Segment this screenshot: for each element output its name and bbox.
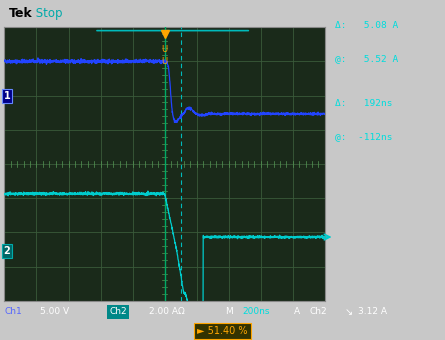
Text: 2: 2	[4, 246, 10, 256]
Text: @:  -112ns: @: -112ns	[335, 132, 392, 141]
Text: Δ:   5.08 A: Δ: 5.08 A	[335, 21, 398, 30]
Text: Ch1: Ch1	[4, 307, 22, 316]
Text: ↘: ↘	[345, 307, 353, 317]
Text: Tek: Tek	[9, 7, 33, 20]
Text: Stop: Stop	[32, 7, 62, 20]
Text: U: U	[162, 46, 168, 54]
Text: Ch2: Ch2	[309, 307, 327, 316]
Text: Δ:   192ns: Δ: 192ns	[335, 99, 392, 108]
Text: 200ns: 200ns	[243, 307, 270, 316]
Text: 1: 1	[4, 91, 10, 101]
Text: ► 51.40 %: ► 51.40 %	[197, 326, 248, 336]
Text: @:   5.52 A: @: 5.52 A	[335, 54, 398, 63]
Text: A: A	[294, 307, 300, 316]
Text: 5.00 V: 5.00 V	[40, 307, 69, 316]
Text: Ch2: Ch2	[109, 307, 127, 316]
Text: 2.00 AΩ: 2.00 AΩ	[149, 307, 185, 316]
Text: U: U	[162, 57, 168, 66]
Text: M: M	[225, 307, 232, 316]
Text: 3.12 A: 3.12 A	[358, 307, 387, 316]
